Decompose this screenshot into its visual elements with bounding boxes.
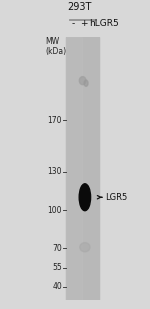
Bar [82,37,99,300]
Bar [66,37,82,300]
Text: 130: 130 [48,167,62,176]
Text: 40: 40 [52,282,62,291]
Text: 70: 70 [52,244,62,253]
Text: hLGR5: hLGR5 [89,19,119,28]
Text: 100: 100 [48,205,62,214]
Text: 170: 170 [48,116,62,125]
Ellipse shape [79,184,91,211]
Text: -: - [72,19,75,28]
Text: MW
(kDa): MW (kDa) [45,37,66,57]
Ellipse shape [84,80,88,86]
Text: 293T: 293T [67,2,91,12]
Bar [66,37,99,300]
Text: 55: 55 [52,263,62,272]
Ellipse shape [80,243,90,252]
Text: LGR5: LGR5 [105,193,128,202]
Ellipse shape [79,77,86,85]
Text: +: + [80,19,87,28]
